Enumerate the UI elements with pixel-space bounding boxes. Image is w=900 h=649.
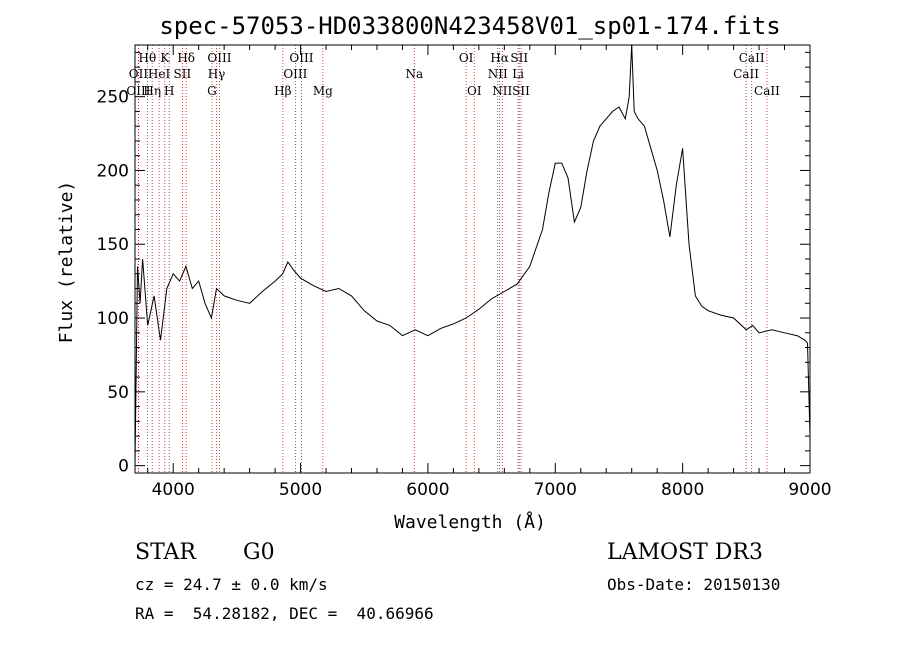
line-marker-label: CaII	[733, 67, 759, 81]
line-markers	[138, 45, 768, 473]
line-marker-label: Li	[512, 67, 524, 81]
line-marker-label: NII	[492, 84, 512, 98]
x-axis: 4000 5000 6000 7000 8000 9000	[147, 45, 832, 500]
line-marker-label: OIII	[126, 84, 150, 98]
object-class: STAR	[135, 540, 196, 565]
obs-date-line: Obs-Date: 20150130	[607, 575, 781, 594]
line-marker-label: Na	[405, 67, 423, 81]
line-marker-label: Hη	[143, 84, 161, 98]
line-marker-label: Hγ	[208, 67, 226, 81]
y-tick-label: 0	[118, 457, 129, 477]
line-marker-label: OII	[129, 67, 149, 81]
line-marker-label: SII	[174, 67, 192, 81]
line-marker-label: SII	[512, 84, 530, 98]
line-marker-label: HeI	[148, 67, 171, 81]
x-tick-label: 5000	[279, 480, 322, 500]
line-marker-label: K	[160, 51, 170, 65]
line-marker-label: Hθ	[139, 51, 157, 65]
survey-name: LAMOST DR3	[607, 540, 763, 565]
line-marker-label: SII	[510, 51, 528, 65]
line-marker-label: Mg	[313, 84, 333, 98]
x-tick-label: 9000	[788, 480, 831, 500]
line-marker-label: G	[207, 84, 217, 98]
line-marker-label: OIII	[207, 51, 231, 65]
line-marker-label: OI	[459, 51, 474, 65]
line-marker-label: Hβ	[274, 84, 291, 98]
line-marker-label: NII	[488, 67, 508, 81]
line-marker-label: OIII	[289, 51, 313, 65]
line-marker-label: OI	[467, 84, 482, 98]
y-axis-label: Flux (relative)	[56, 181, 77, 344]
x-tick-label: 7000	[534, 480, 577, 500]
plot-frame	[134, 44, 811, 474]
redshift-line: cz = 24.7 ± 0.0 km/s	[135, 575, 328, 594]
line-marker-label: OIII	[283, 67, 307, 81]
line-marker-label: CaII	[739, 51, 765, 65]
y-tick-label: 150	[97, 235, 129, 255]
chart-title: spec-57053-HD033800N423458V01_sp01-174.f…	[159, 12, 780, 40]
x-tick-label: 8000	[661, 480, 704, 500]
y-axis: 0 50 100 150 200 250	[97, 51, 810, 477]
x-axis-label: Wavelength (Å)	[394, 511, 546, 533]
line-marker-label: Hα	[490, 51, 509, 65]
spectrum-line	[134, 44, 811, 466]
line-marker-label: Hδ	[177, 51, 195, 65]
x-tick-label: 6000	[406, 480, 449, 500]
object-subclass: G0	[243, 540, 275, 565]
y-tick-label: 250	[97, 88, 129, 108]
line-marker-label: CaII	[754, 84, 780, 98]
y-tick-label: 50	[107, 383, 129, 403]
line-marker-label: H	[164, 84, 174, 98]
y-tick-label: 200	[97, 161, 129, 181]
coordinates-line: RA = 54.28182, DEC = 40.66966	[135, 604, 434, 623]
y-tick-label: 100	[97, 309, 129, 329]
x-tick-label: 4000	[152, 480, 195, 500]
